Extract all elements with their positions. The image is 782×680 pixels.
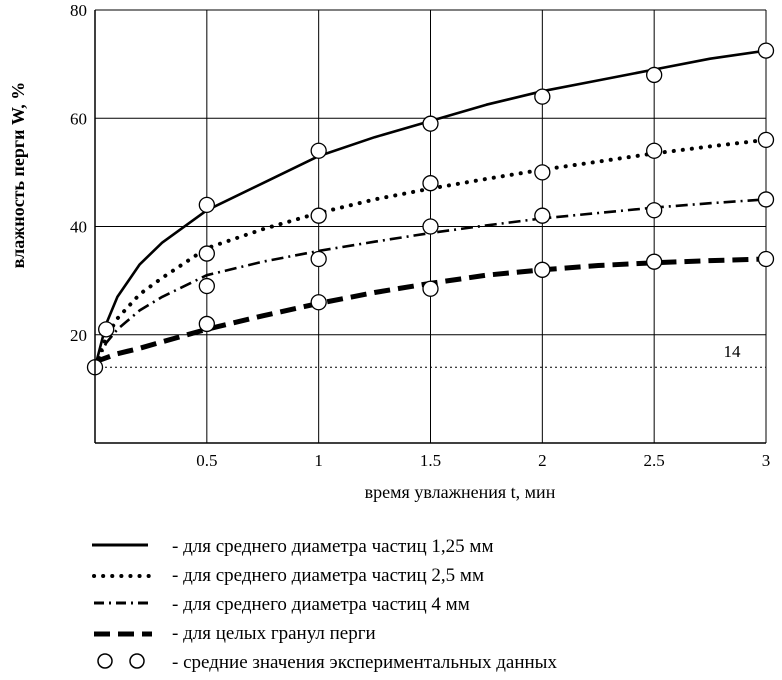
data-point-marker (646, 253, 663, 270)
tick-labels: 0.5 1 1.5 2 2.5 3 20 40 60 80 (70, 1, 770, 470)
legend-swatch-dotted (92, 574, 152, 578)
series-group (93, 49, 768, 370)
data-point-marker (310, 142, 327, 159)
data-point-marker (757, 191, 775, 208)
x-tick-label: 1 (314, 451, 323, 470)
legend-item: - для целых гранул перги (90, 622, 770, 651)
data-point-marker (757, 42, 775, 59)
data-point-marker (310, 294, 327, 311)
legend-item: - для среднего диаметра частиц 4 мм (90, 593, 770, 622)
experimental-markers (86, 42, 775, 376)
legend-label: - для среднего диаметра частиц 1,25 мм (172, 536, 494, 557)
x-tick-label: 1.5 (420, 451, 441, 470)
reference-line: 14 (95, 342, 766, 368)
x-tick-label: 2 (538, 451, 547, 470)
data-point-marker (757, 131, 775, 149)
data-point-marker (646, 142, 663, 159)
y-tick-label: 20 (70, 326, 87, 345)
x-tick-label: 2.5 (644, 451, 665, 470)
legend-swatch-circles (97, 653, 145, 669)
legend-label: - для среднего диаметра частиц 2,5 мм (172, 565, 484, 586)
y-tick-label: 40 (70, 218, 87, 237)
data-point-marker (310, 250, 327, 268)
y-tick-label: 60 (70, 109, 87, 128)
data-point-marker (98, 321, 115, 338)
legend-item: - для среднего диаметра частиц 1,25 мм (90, 535, 770, 564)
data-point-marker (422, 115, 439, 132)
axes (94, 10, 766, 444)
reference-line-label: 14 (724, 342, 742, 361)
legend-swatch-dashed (94, 631, 152, 637)
x-axis-label: время увлажнения t, мин (365, 482, 556, 502)
y-tick-label: 80 (70, 1, 87, 20)
data-point-marker (757, 250, 775, 268)
legend-label: - для среднего диаметра частиц 4 мм (172, 594, 470, 615)
x-tick-label: 3 (762, 451, 771, 470)
legend-label: - для целых гранул перги (172, 623, 376, 644)
data-point-marker (534, 261, 551, 278)
data-point-marker (422, 280, 439, 297)
data-point-marker (422, 175, 439, 192)
data-point-marker (198, 315, 215, 333)
legend: - для среднего диаметра частиц 1,25 мм -… (90, 535, 770, 680)
legend-item: - средние значения экспериментальных дан… (90, 651, 770, 680)
series-line-solid (93, 49, 767, 368)
data-point-marker (310, 207, 327, 224)
y-axis-label: влажность перги W, % (8, 82, 28, 269)
series-line-dashdot (93, 198, 767, 368)
data-point-marker (534, 88, 551, 105)
legend-item: - для среднего диаметра частиц 2,5 мм (90, 564, 770, 593)
data-point-marker (646, 66, 663, 84)
legend-swatch-dashdot (94, 601, 152, 605)
legend-swatch-solid (92, 543, 148, 547)
data-point-marker (534, 207, 551, 224)
legend-label: - средние значения экспериментальных дан… (172, 652, 557, 673)
x-tick-label: 0.5 (196, 451, 217, 470)
data-point-marker (646, 202, 663, 219)
data-point-marker (422, 218, 439, 235)
series-line-dashed (94, 256, 767, 365)
data-point-marker (198, 196, 215, 214)
data-point-marker (198, 277, 215, 295)
data-point-marker (534, 164, 551, 181)
data-point-marker (198, 245, 215, 262)
line-chart: 14 0.5 1 1.5 2 2.5 3 20 40 60 80 время увлажнения… (8, 1, 775, 502)
